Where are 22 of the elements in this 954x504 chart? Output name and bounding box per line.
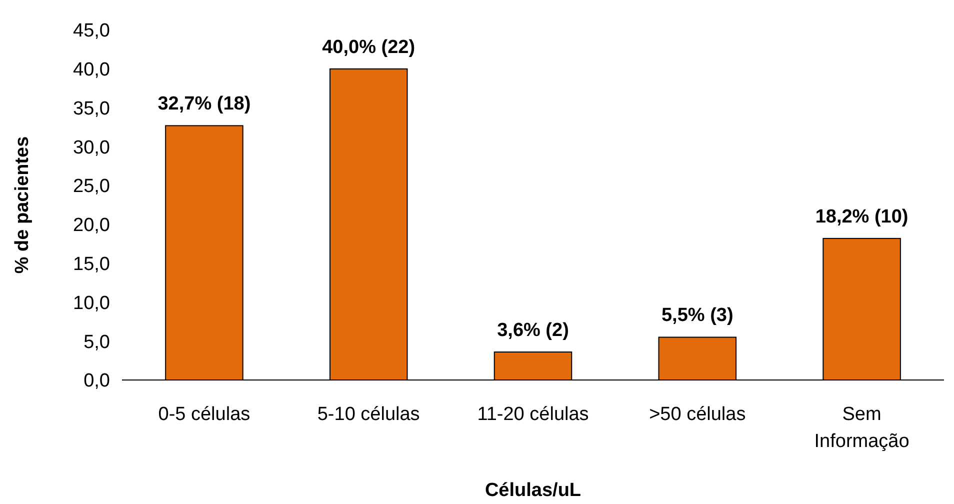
y-tick-label: 25,0 <box>73 176 110 198</box>
x-tick-label: 5-10 células <box>317 404 420 425</box>
x-tick-label: Sem Informação <box>814 404 910 452</box>
x-tick-label: >50 células <box>649 404 746 425</box>
y-tick-label: 15,0 <box>73 254 110 275</box>
y-tick-label: 40,0 <box>73 60 110 81</box>
y-tick-label: 45,0 <box>73 20 110 42</box>
y-tick-label: 20,0 <box>73 215 110 236</box>
data-label: 5,5% (3) <box>661 305 734 326</box>
y-tick-label: 30,0 <box>73 137 110 158</box>
data-label: 32,7% (18) <box>158 94 251 115</box>
x-tick-label: 11-20 células <box>477 404 589 425</box>
data-label: 40,0% (22) <box>322 36 416 58</box>
data-label: 3,6% (2) <box>497 320 569 341</box>
y-tick-label: 35,0 <box>73 98 110 120</box>
y-tick-label: 10,0 <box>73 292 110 314</box>
y-tick-label: 0,0 <box>84 370 110 392</box>
x-tick-label: 0-5 células <box>158 404 250 425</box>
x-axis-title: Células/uL <box>484 480 582 501</box>
y-tick-label: 5,0 <box>84 332 110 353</box>
data-label: 18,2% (10) <box>815 206 908 228</box>
y-axis-title: % de pacientes <box>12 136 33 274</box>
